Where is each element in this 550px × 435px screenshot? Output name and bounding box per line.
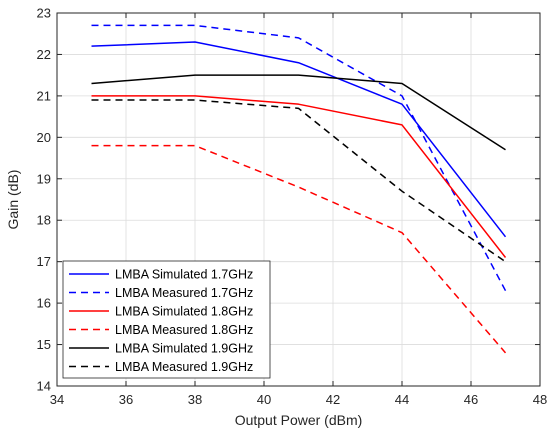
x-axis-label: Output Power (dBm)	[235, 412, 363, 428]
y-tick-label: 16	[37, 296, 51, 311]
y-tick-label: 15	[37, 337, 51, 352]
legend-entry-1: LMBA Simulated 1.7GHz	[115, 267, 253, 281]
x-tick-label: 36	[119, 392, 133, 407]
y-tick-label: 21	[37, 88, 51, 103]
y-tick-label: 19	[37, 171, 51, 186]
y-axis-label: Gain (dB)	[5, 170, 21, 230]
legend-entry-2: LMBA Measured 1.7GHz	[115, 286, 253, 300]
series-line-1	[91, 41, 507, 238]
ticks: 34 36 38 40 42 44 46 48 14 15 16 17 18 19 20 21 22 23	[37, 6, 548, 408]
x-tick-label: 38	[188, 392, 202, 407]
y-tick-label: 14	[37, 379, 51, 394]
x-tick-label: 46	[464, 392, 478, 407]
legend: LMBA Simulated 1.7GHz LMBA Measured 1.7GH…	[62, 260, 271, 379]
plot-frame	[56, 12, 541, 387]
series-layer	[91, 24, 507, 354]
legend-entry-5: LMBA Simulated 1.9GHz	[115, 341, 253, 355]
x-tick-label: 42	[326, 392, 340, 407]
series-line-3	[91, 95, 507, 258]
y-tick-label: 23	[37, 6, 51, 21]
y-tick-label: 22	[37, 47, 51, 62]
legend-entry-4: LMBA Measured 1.8GHz	[115, 323, 253, 337]
x-tick-label: 44	[395, 392, 409, 407]
x-tick-label: 40	[257, 392, 271, 407]
legend-entry-6: LMBA Measured 1.9GHz	[115, 360, 253, 374]
legend-entry-3: LMBA Simulated 1.8GHz	[115, 304, 253, 318]
y-tick-label: 20	[37, 130, 51, 145]
series-line-6	[91, 99, 506, 263]
x-tick-label: 34	[50, 392, 64, 407]
series-line-5	[91, 74, 506, 151]
y-tick-label: 18	[37, 213, 51, 228]
legend-box	[62, 260, 271, 379]
x-tick-label: 48	[533, 392, 547, 407]
y-tick-label: 17	[37, 254, 51, 269]
series-line-2	[91, 24, 507, 292]
